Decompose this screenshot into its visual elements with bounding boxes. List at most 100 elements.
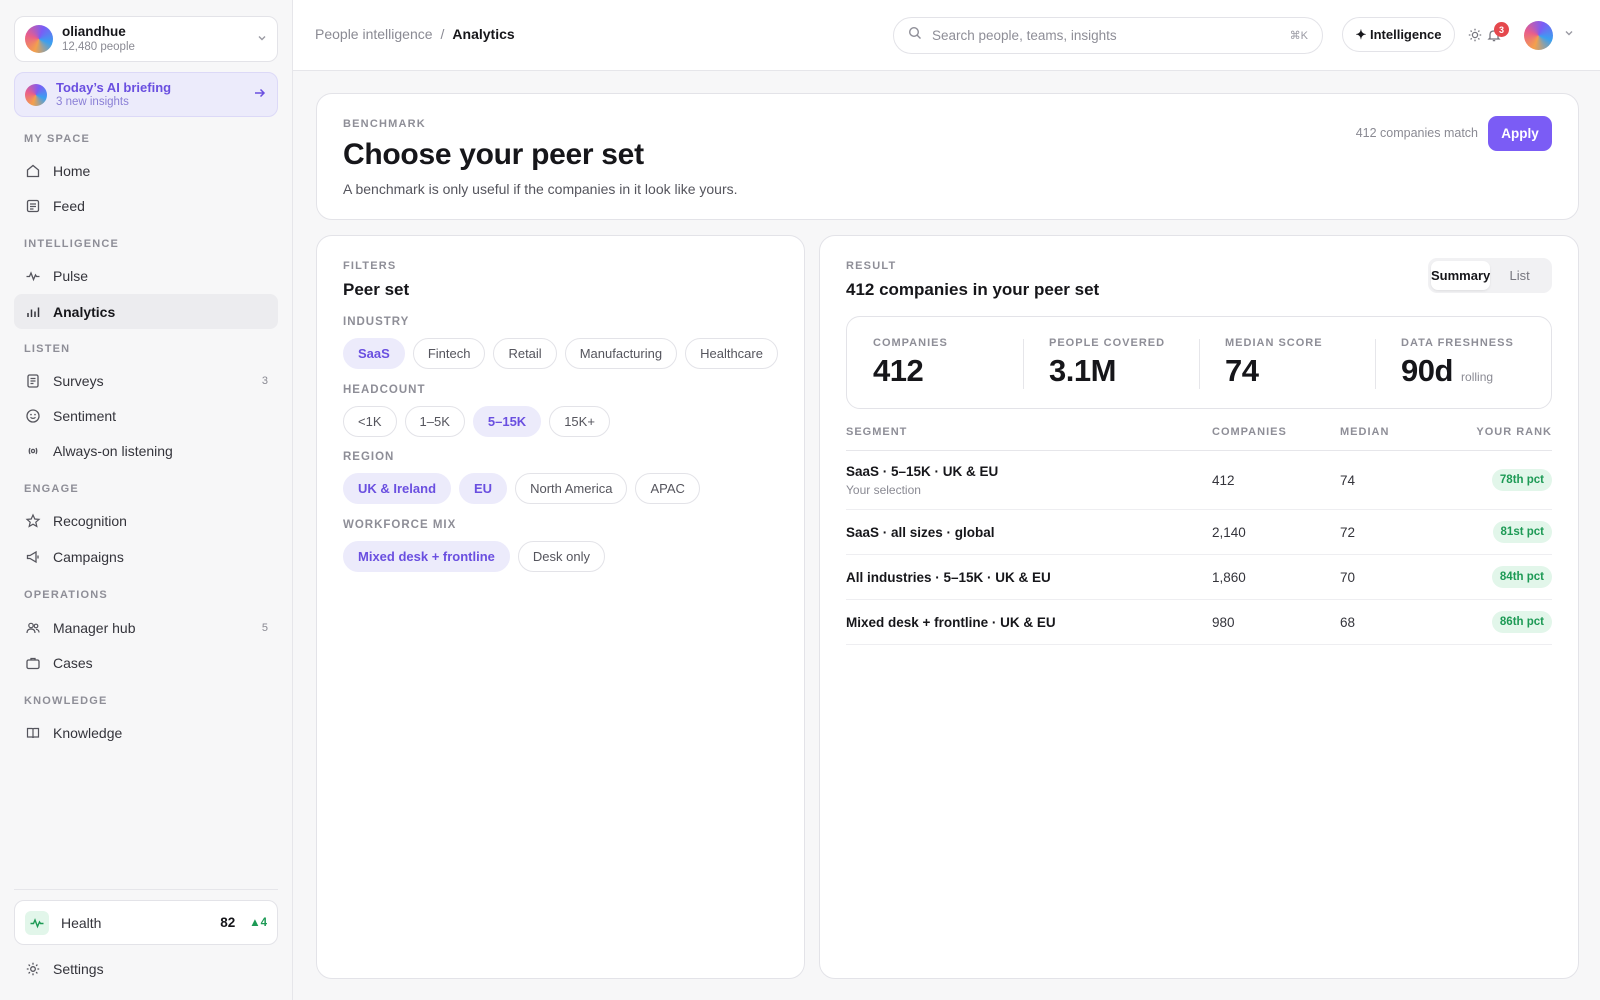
gear-icon [24, 960, 42, 978]
table-row[interactable]: SaaS · all sizes · global 2,140 72 81st … [846, 510, 1552, 555]
companies-cell: 980 [1212, 614, 1235, 630]
briefing-title: Today’s AI briefing [56, 80, 172, 95]
top-header: People intelligence / Analytics ⌘K ✦ Int… [293, 0, 1600, 71]
region-chips: UK & Ireland EU North America APAC [343, 473, 700, 504]
chip-saas[interactable]: SaaS [343, 338, 405, 369]
sidebar-item-label: Always-on listening [53, 442, 173, 459]
megaphone-icon [24, 548, 42, 566]
rank-badge: 81st pct [1492, 521, 1552, 543]
median-cell: 72 [1340, 524, 1356, 540]
chip-15k-plus[interactable]: 15K+ [549, 406, 610, 437]
ai-briefing-card[interactable]: Today’s AI briefing 3 new insights [14, 72, 278, 117]
users-icon [24, 619, 42, 637]
median-cell: 74 [1340, 472, 1356, 488]
chip-healthcare[interactable]: Healthcare [685, 338, 778, 369]
smile-icon [24, 407, 42, 425]
tab-summary[interactable]: Summary [1431, 261, 1491, 290]
chip-5-15k[interactable]: 5–15K [472, 406, 542, 437]
nav-section-operations: OPERATIONS [24, 589, 108, 601]
star-icon [24, 512, 42, 530]
chevron-down-icon [257, 33, 267, 46]
sidebar: oliandhue 12,480 people Today’s AI brief… [0, 0, 293, 1000]
chip-manufacturing[interactable]: Manufacturing [564, 338, 678, 369]
breadcrumb-parent[interactable]: People intelligence [315, 26, 433, 42]
stat-value: 412 [873, 353, 924, 388]
sidebar-item-sentiment[interactable]: Sentiment [14, 398, 278, 433]
health-card[interactable]: Health 82 ▲4 [14, 900, 278, 945]
sun-icon[interactable] [1466, 26, 1484, 44]
chip-apac[interactable]: APAC [635, 473, 700, 504]
stat-median-score: MEDIAN SCORE 74 [1199, 317, 1375, 408]
chip-1-5k[interactable]: 1–5K [404, 406, 465, 437]
headcount-chips: <1K 1–5K 5–15K 15K+ [343, 406, 610, 437]
table-row[interactable]: Mixed desk + frontline · UK & EU 980 68 … [846, 600, 1552, 645]
rank-cell: 84th pct [1450, 566, 1552, 588]
sidebar-item-campaigns[interactable]: Campaigns [14, 539, 278, 574]
sidebar-item-recognition[interactable]: Recognition [14, 503, 278, 538]
sidebar-item-home[interactable]: Home [14, 153, 278, 188]
sidebar-item-feed[interactable]: Feed [14, 188, 278, 223]
chevron-down-icon[interactable] [1564, 28, 1574, 41]
rank-badge: 84th pct [1491, 566, 1552, 588]
pulse-icon [24, 267, 42, 285]
chip-fintech[interactable]: Fintech [412, 338, 486, 369]
chip-north-america[interactable]: North America [515, 473, 628, 504]
tab-list[interactable]: List [1509, 268, 1530, 283]
chip-eu[interactable]: EU [459, 473, 508, 504]
industry-label: INDUSTRY [343, 316, 410, 328]
median-cell: 68 [1340, 614, 1356, 630]
chip-retail[interactable]: Retail [493, 338, 557, 369]
search-box[interactable]: ⌘K [893, 17, 1323, 54]
stat-value: 74 [1225, 353, 1259, 388]
sidebar-item-settings[interactable]: Settings [14, 951, 278, 986]
stat-people-covered: PEOPLE COVERED 3.1M [1023, 317, 1199, 408]
col-segment: SEGMENT [846, 426, 908, 438]
sidebar-item-label: Analytics [53, 303, 116, 320]
ai-orb-icon [25, 83, 47, 106]
org-switcher[interactable]: oliandhue 12,480 people [14, 16, 278, 62]
sidebar-item-surveys[interactable]: Surveys 3 [14, 363, 278, 398]
stat-value: 3.1M [1049, 353, 1116, 388]
sidebar-item-cases[interactable]: Cases [14, 645, 278, 680]
sidebar-item-manager-hub[interactable]: Manager hub 5 [14, 610, 278, 645]
filters-card: FILTERS Peer set INDUSTRY SaaS Fintech R… [316, 235, 805, 979]
org-info: oliandhue 12,480 people [62, 24, 257, 54]
sidebar-item-label: Sentiment [53, 407, 117, 424]
filters-title: Peer set [343, 280, 410, 299]
sidebar-item-label: Campaigns [53, 548, 124, 565]
search-input[interactable] [932, 28, 1290, 43]
rank-cell: 81st pct [1450, 521, 1552, 543]
sidebar-divider [14, 889, 278, 890]
segment-cell: SaaS · 5–15K · UK & EU Your selection [846, 464, 1212, 497]
stat-label: DATA FRESHNESS [1401, 337, 1514, 349]
segment-name: SaaS · all sizes · global [846, 524, 995, 540]
apply-button[interactable]: Apply [1488, 116, 1552, 151]
org-name: oliandhue [62, 24, 126, 39]
stat-unit: rolling [1461, 370, 1494, 384]
result-eyebrow: RESULT [846, 260, 897, 272]
intelligence-button[interactable]: ✦ Intelligence [1342, 17, 1455, 52]
chip-uk-ireland[interactable]: UK & Ireland [343, 473, 452, 504]
chip-desk-only[interactable]: Desk only [517, 541, 605, 572]
chip-mixed-desk-frontline[interactable]: Mixed desk + frontline [343, 541, 510, 572]
stat-companies: COMPANIES 412 [847, 317, 1023, 408]
table-row[interactable]: SaaS · 5–15K · UK & EU Your selection 41… [846, 451, 1552, 510]
sidebar-item-listening[interactable]: Always-on listening [14, 433, 278, 468]
sidebar-item-label: Settings [53, 960, 104, 977]
user-avatar[interactable] [1524, 21, 1553, 50]
sidebar-item-pulse[interactable]: Pulse [14, 258, 278, 293]
rank-badge: 78th pct [1491, 469, 1552, 491]
manager-hub-count-badge: 5 [261, 621, 268, 634]
segment-cell: SaaS · all sizes · global [846, 525, 1212, 540]
notification-count-badge: 3 [1494, 22, 1509, 37]
health-label: Health [61, 914, 102, 931]
industry-chips: SaaS Fintech Retail Manufacturing Health… [343, 338, 778, 369]
stat-label: PEOPLE COVERED [1049, 337, 1166, 349]
org-avatar [25, 25, 53, 53]
filters-eyebrow: FILTERS [343, 260, 397, 272]
chip-under-1k[interactable]: <1K [343, 406, 397, 437]
sidebar-item-analytics[interactable]: Analytics [14, 294, 278, 329]
sidebar-item-knowledge[interactable]: Knowledge [14, 715, 278, 750]
org-people-count: 12,480 people [62, 41, 135, 53]
table-row[interactable]: All industries · 5–15K · UK & EU 1,860 7… [846, 555, 1552, 600]
